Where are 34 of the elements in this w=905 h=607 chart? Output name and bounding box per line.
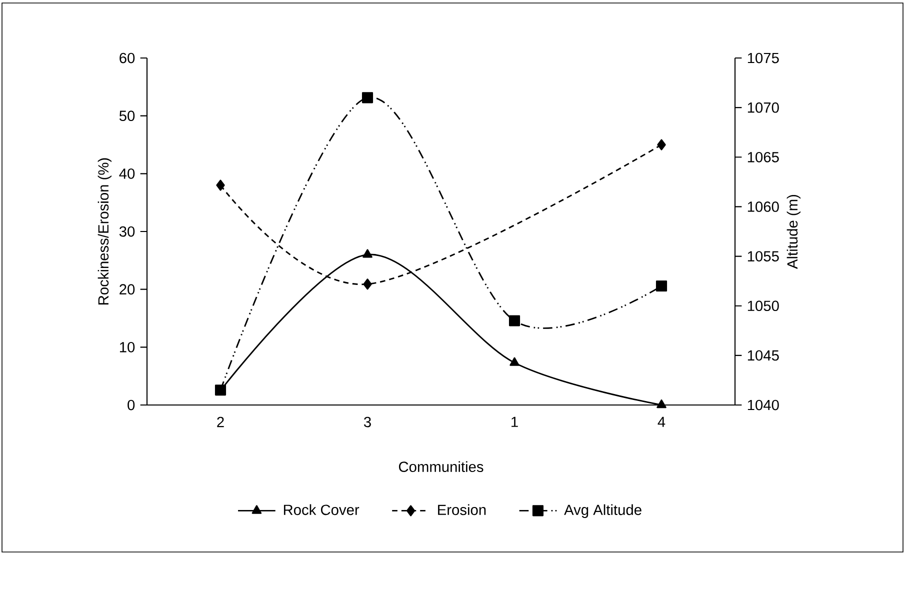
y2-tick-label: 1050 [748, 300, 779, 312]
y-tick-label: 60 [120, 52, 135, 64]
point [656, 280, 668, 292]
point [362, 92, 374, 104]
y2-axis-title: Altitude (m) [786, 194, 800, 269]
y-tick-label: 0 [128, 400, 135, 410]
point [216, 180, 225, 191]
y2-tick-label: 1040 [748, 400, 779, 410]
point [510, 357, 520, 366]
point [363, 278, 372, 290]
y-axis-title: Rockiness/Erosion (%) [98, 158, 112, 304]
point [362, 249, 372, 258]
y-tick-label: 10 [120, 342, 135, 352]
y2-tick-label: 1055 [748, 251, 779, 262]
y2-tick-label: 1045 [748, 350, 779, 361]
point [656, 399, 666, 408]
x-axis-title: Communities [398, 461, 484, 472]
x-tick-label: 4 [658, 416, 666, 427]
point [657, 139, 666, 150]
x-tick-label: 3 [364, 416, 371, 428]
legend-label: Rock Cover [284, 504, 360, 516]
y-tick-label: 50 [119, 110, 135, 122]
y2-tick-label: 1060 [748, 202, 779, 212]
y2-tick-label: 1065 [748, 152, 779, 162]
y-tick-label: 20 [120, 284, 135, 295]
y-tick-label: 40 [119, 168, 135, 179]
y-tick-label: 30 [119, 226, 135, 237]
legend-label: Erosion [438, 504, 486, 516]
point [508, 315, 520, 326]
x-tick-label: 2 [217, 416, 224, 428]
y2-tick-label: 1070 [748, 102, 779, 113]
x-tick-label: 1 [512, 416, 518, 427]
y2-tick-label: 1075 [748, 52, 779, 64]
legend-label: Avg Altitude [564, 504, 642, 518]
